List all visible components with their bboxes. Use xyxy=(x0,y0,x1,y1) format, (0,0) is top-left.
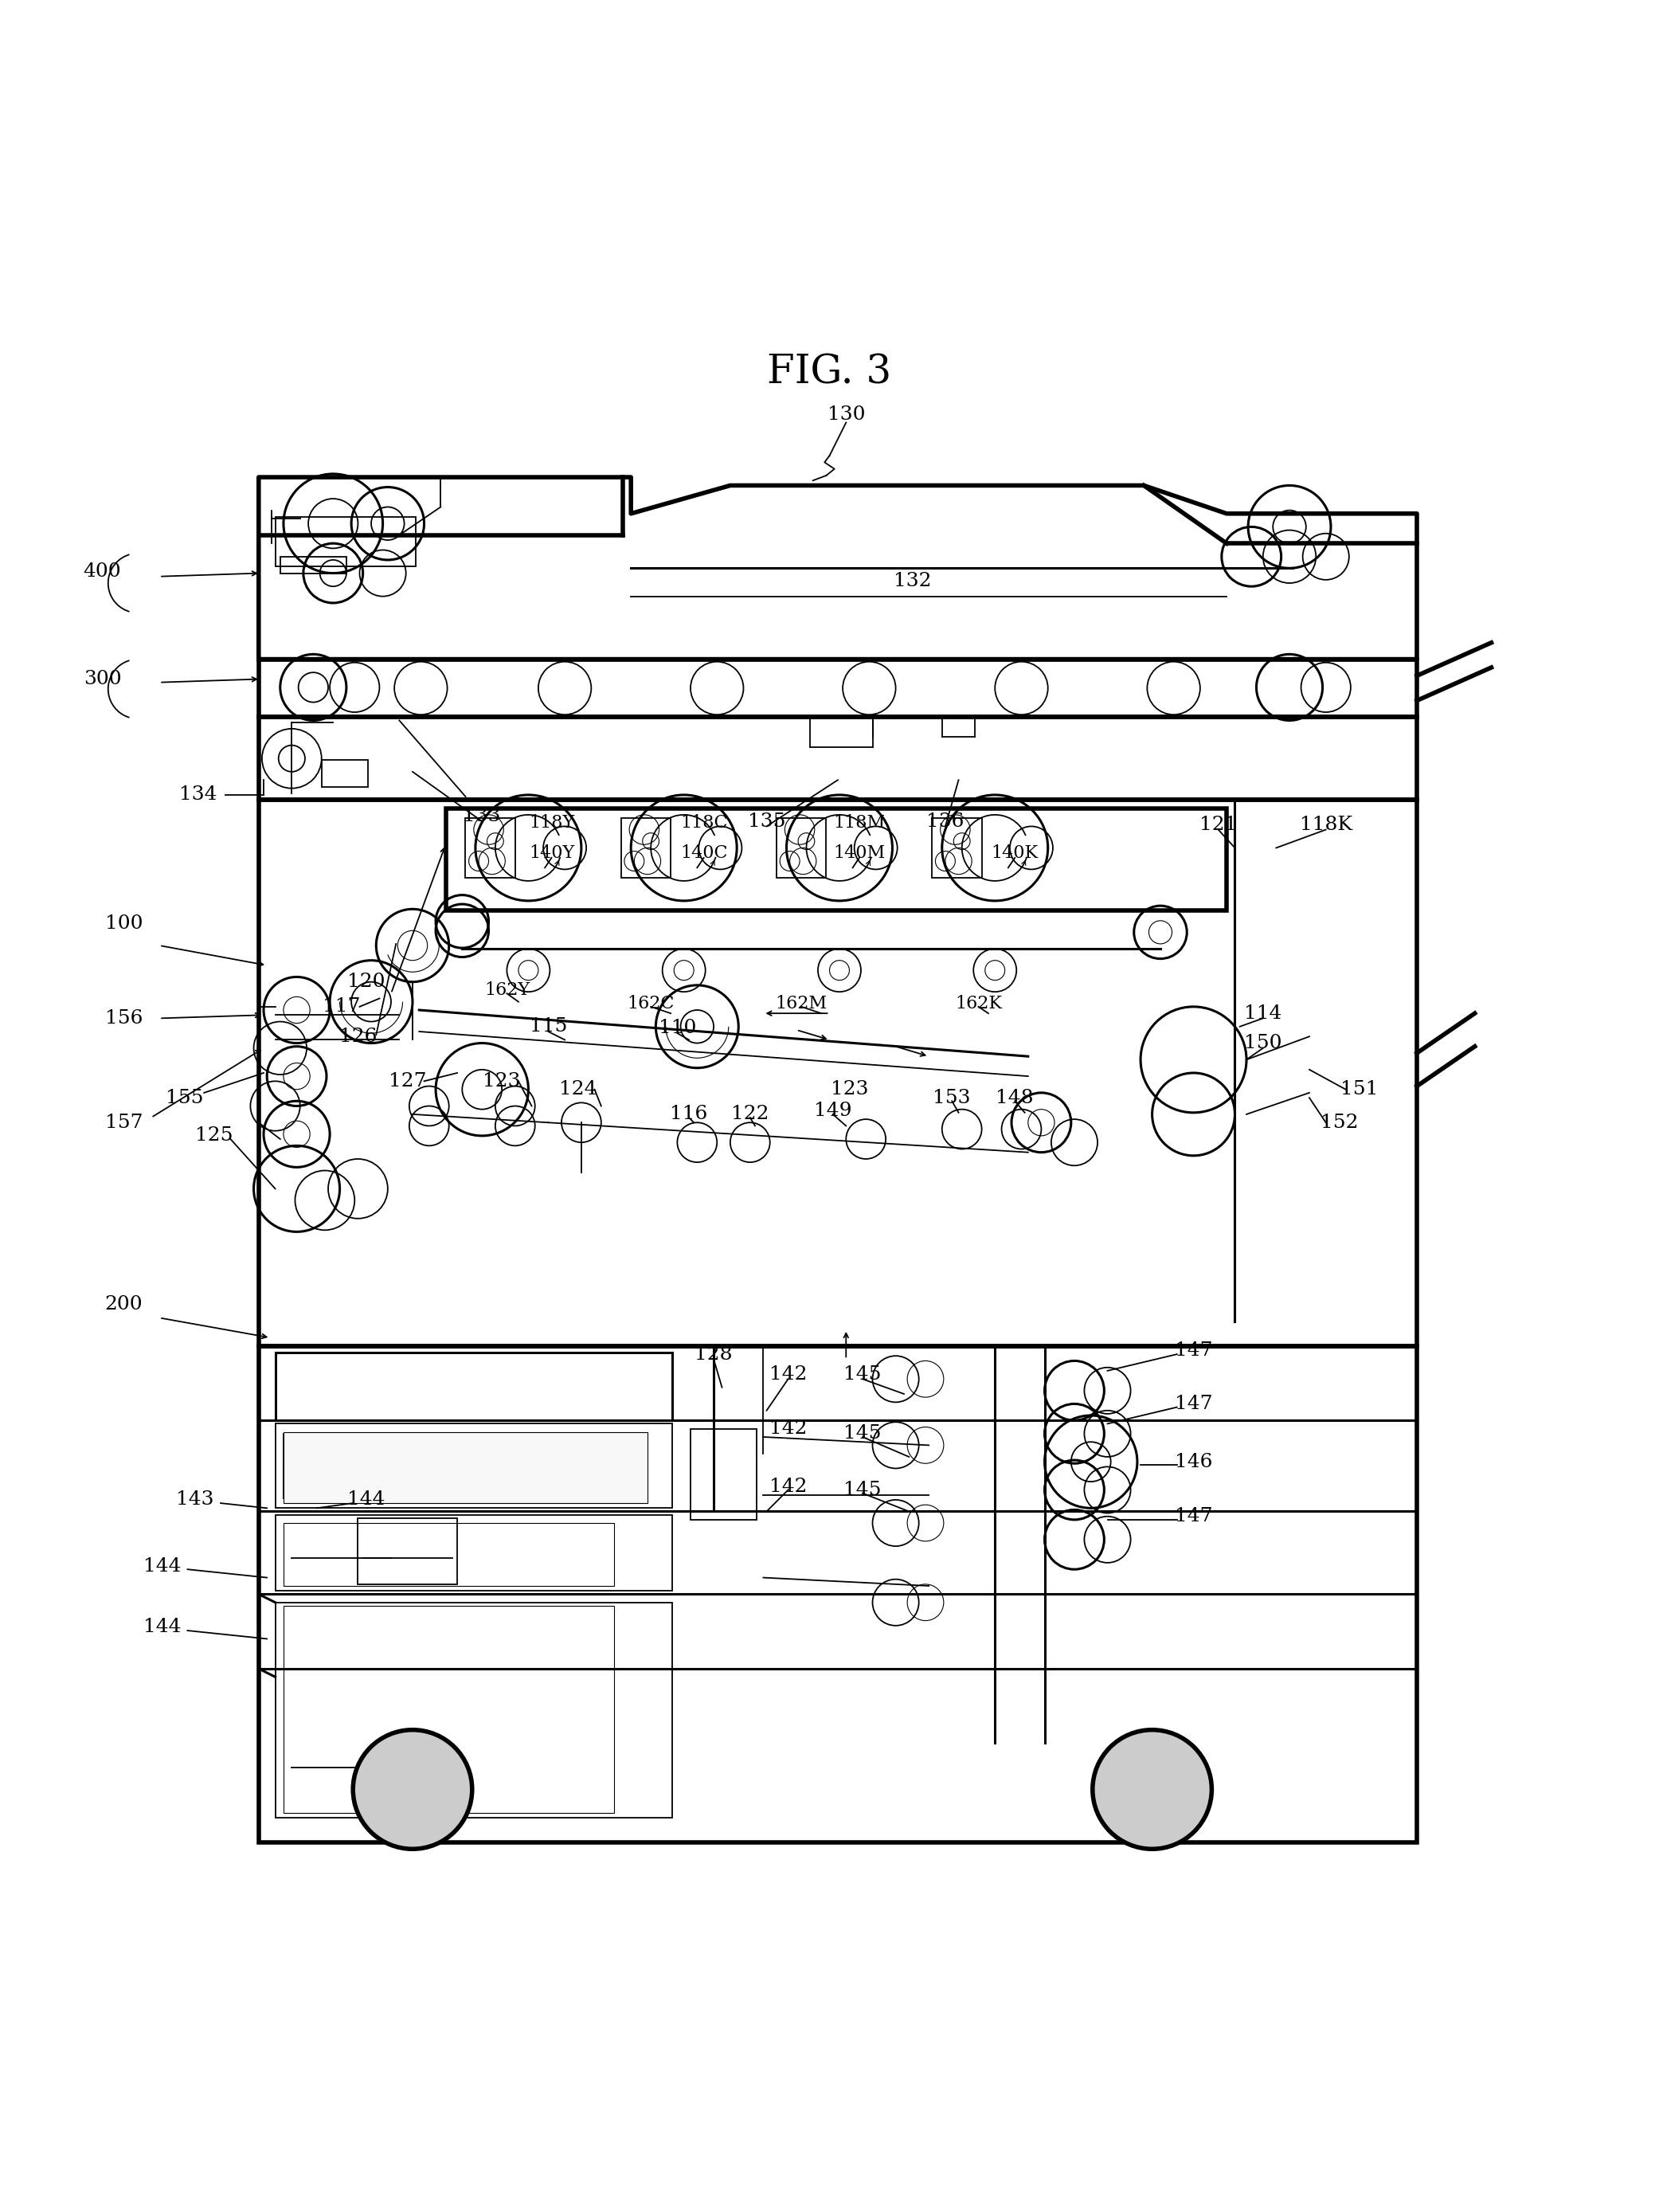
Text: 152: 152 xyxy=(1321,1113,1359,1133)
Text: 147: 147 xyxy=(1175,1396,1213,1413)
Text: 146: 146 xyxy=(1175,1453,1213,1471)
Text: 118C: 118C xyxy=(680,814,727,832)
Text: 300: 300 xyxy=(83,670,121,688)
Bar xyxy=(275,1352,672,1420)
Text: 151: 151 xyxy=(1340,1079,1379,1099)
Bar xyxy=(259,717,1417,801)
Bar xyxy=(259,1345,1417,1843)
Bar xyxy=(275,518,416,566)
Text: 127: 127 xyxy=(388,1073,426,1091)
Text: 142: 142 xyxy=(770,1478,806,1495)
Text: 143: 143 xyxy=(176,1491,214,1509)
Text: 123: 123 xyxy=(483,1073,521,1091)
Text: 116: 116 xyxy=(670,1106,708,1124)
Text: 126: 126 xyxy=(338,1026,377,1046)
Text: 118M: 118M xyxy=(833,814,886,832)
Bar xyxy=(284,1431,647,1504)
Text: 153: 153 xyxy=(932,1088,971,1106)
Bar xyxy=(275,1515,672,1590)
Bar xyxy=(259,659,1417,717)
Text: 136: 136 xyxy=(926,812,964,830)
Text: 110: 110 xyxy=(659,1020,697,1037)
Text: 100: 100 xyxy=(105,916,143,933)
Text: 130: 130 xyxy=(828,405,864,422)
Bar xyxy=(284,1524,614,1586)
Text: 123: 123 xyxy=(831,1079,868,1099)
Bar xyxy=(690,1429,757,1520)
Bar xyxy=(284,1433,647,1498)
Text: 135: 135 xyxy=(748,812,786,830)
Text: 145: 145 xyxy=(844,1425,881,1442)
Text: 142: 142 xyxy=(770,1420,806,1438)
Text: 133: 133 xyxy=(463,807,501,825)
Text: 142: 142 xyxy=(770,1365,806,1382)
Circle shape xyxy=(353,1730,473,1849)
Text: 144: 144 xyxy=(347,1491,385,1509)
Text: 200: 200 xyxy=(105,1296,143,1314)
Bar xyxy=(446,807,1226,911)
Bar xyxy=(466,818,516,878)
Text: 157: 157 xyxy=(105,1113,143,1133)
Bar xyxy=(284,1606,614,1812)
Text: 147: 147 xyxy=(1175,1506,1213,1526)
Text: 144: 144 xyxy=(143,1557,181,1575)
Text: 140K: 140K xyxy=(992,845,1039,863)
Text: 162K: 162K xyxy=(956,995,1002,1013)
Text: 117: 117 xyxy=(322,998,360,1015)
Bar xyxy=(259,801,1417,1345)
Text: 162C: 162C xyxy=(627,995,675,1013)
Text: 156: 156 xyxy=(105,1009,143,1026)
Text: 155: 155 xyxy=(166,1088,202,1106)
Text: 115: 115 xyxy=(529,1018,567,1035)
Text: 140Y: 140Y xyxy=(529,845,574,863)
Text: 400: 400 xyxy=(83,562,121,582)
Bar xyxy=(280,557,347,573)
Circle shape xyxy=(1093,1730,1211,1849)
Text: 145: 145 xyxy=(844,1480,881,1500)
Text: 125: 125 xyxy=(196,1126,232,1146)
Text: 120: 120 xyxy=(347,973,385,991)
Text: 134: 134 xyxy=(179,785,217,805)
Text: 140M: 140M xyxy=(833,845,886,863)
Bar xyxy=(358,1517,458,1584)
Text: 145: 145 xyxy=(844,1365,881,1382)
Bar xyxy=(322,761,368,787)
Text: 118Y: 118Y xyxy=(529,814,574,832)
Bar xyxy=(776,818,826,878)
Text: 144: 144 xyxy=(143,1619,181,1637)
Text: 147: 147 xyxy=(1175,1343,1213,1360)
Text: 121: 121 xyxy=(1199,816,1238,834)
Text: 128: 128 xyxy=(695,1345,733,1363)
Bar xyxy=(932,818,982,878)
Bar xyxy=(275,1601,672,1818)
Text: FIG. 3: FIG. 3 xyxy=(766,354,893,392)
Text: 140C: 140C xyxy=(680,845,727,863)
Bar xyxy=(275,1425,672,1509)
Text: 122: 122 xyxy=(732,1106,770,1124)
Text: 124: 124 xyxy=(559,1079,597,1099)
Text: 162Y: 162Y xyxy=(484,982,529,1000)
Text: 150: 150 xyxy=(1244,1033,1282,1053)
Text: 132: 132 xyxy=(893,573,931,591)
Bar xyxy=(620,818,670,878)
Text: 148: 148 xyxy=(995,1088,1034,1106)
Text: 149: 149 xyxy=(815,1102,851,1119)
Bar xyxy=(284,1464,383,1498)
Text: 118K: 118K xyxy=(1299,816,1352,834)
Text: 114: 114 xyxy=(1244,1004,1282,1022)
Text: 162M: 162M xyxy=(775,995,828,1013)
